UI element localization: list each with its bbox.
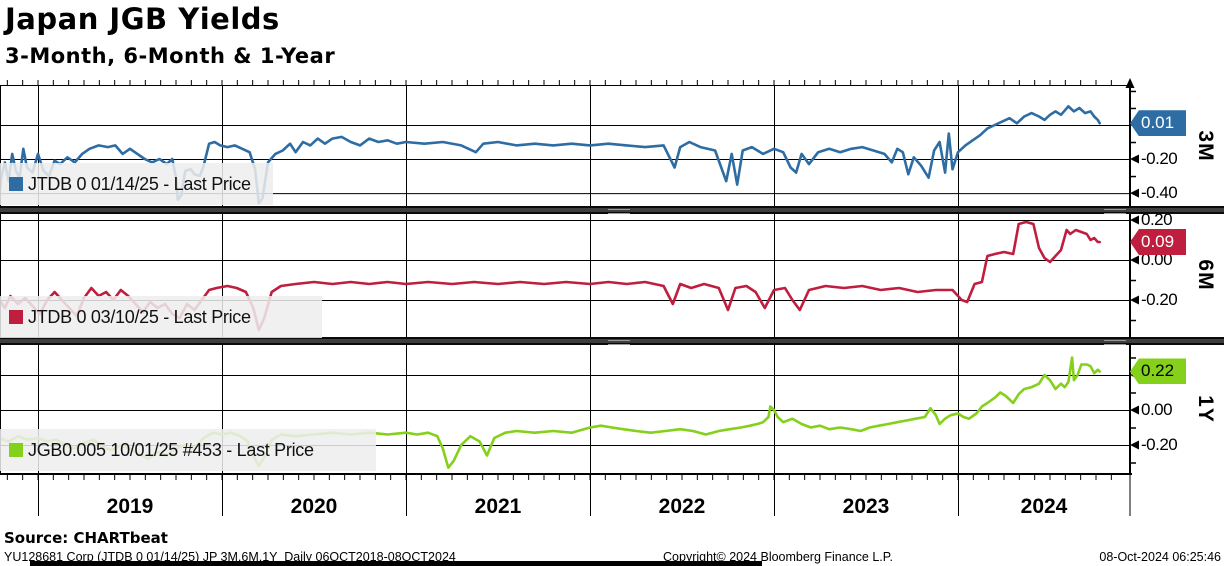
legend-label-1y: JGB0.005 10/01/25 #453 - Last Price — [28, 439, 314, 460]
chart-title: Japan JGB Yields — [5, 2, 280, 36]
divider-grip-icon — [608, 209, 630, 214]
panel-divider-1[interactable] — [0, 206, 1224, 214]
legend-swatch-3m — [9, 177, 23, 191]
legend-3m[interactable]: JTDB 0 01/14/25 - Last Price — [0, 163, 273, 205]
y-tick-label: -0.20 — [1141, 290, 1178, 309]
divider-grip-icon — [1104, 209, 1126, 214]
x-tick-label-year: 2019 — [106, 495, 154, 518]
legend-swatch-6m — [9, 310, 23, 324]
axis-group-label-6m: 6M — [1194, 259, 1217, 291]
source-line: Source: CHARTbeat — [4, 529, 168, 547]
legend-swatch-1y — [9, 443, 23, 457]
y-tick-label: -0.20 — [1141, 149, 1178, 169]
axis-group-label-3m: 3M — [1194, 129, 1217, 162]
panel-divider-2[interactable] — [0, 337, 1224, 345]
last-price-tag-6m: 0.09 — [1130, 229, 1186, 255]
bottom-bar — [30, 561, 762, 566]
x-tick-label-year: 2023 — [842, 495, 890, 518]
axis-group-label-1y: 1Y — [1194, 394, 1217, 423]
x-tick-label-year: 2022 — [658, 495, 706, 518]
last-price-tag-3m: 0.01 — [1130, 110, 1186, 137]
x-tick-label-year: 2020 — [290, 495, 338, 518]
footer-timestamp: 08-Oct-2024 06:25:46 — [1099, 550, 1221, 564]
y-tick-label: 0.00 — [1141, 399, 1173, 419]
footer-security-info: YU128681 Corp (JTDB 0 01/14/25) JP 3M,6M… — [4, 550, 456, 564]
legend-6m[interactable]: JTDB 0 03/10/25 - Last Price — [0, 296, 322, 338]
y-tick-label: 0.20 — [1141, 210, 1173, 229]
legend-label-6m: JTDB 0 03/10/25 - Last Price — [28, 306, 251, 327]
chart-subtitle: 3-Month, 6-Month & 1-Year — [5, 44, 336, 68]
footer-copyright: Copyright© 2024 Bloomberg Finance L.P. — [663, 550, 893, 564]
y-tick-label: -0.40 — [1141, 183, 1178, 203]
divider-grip-icon — [1104, 340, 1126, 345]
legend-1y[interactable]: JGB0.005 10/01/25 #453 - Last Price — [0, 429, 376, 471]
legend-label-3m: JTDB 0 01/14/25 - Last Price — [28, 173, 251, 194]
y-tick-label: -0.20 — [1141, 434, 1178, 454]
divider-grip-icon — [608, 340, 630, 345]
x-tick-label-year: 2024 — [1020, 495, 1068, 518]
x-tick-label-year: 2021 — [474, 495, 522, 518]
last-price-tag-1y: 0.22 — [1130, 358, 1186, 385]
